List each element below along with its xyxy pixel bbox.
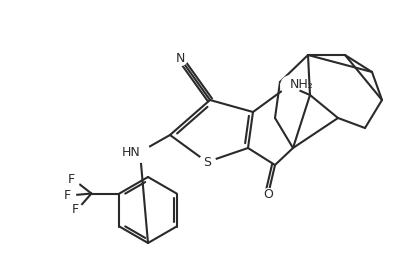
Text: F: F xyxy=(68,173,75,186)
Text: F: F xyxy=(64,189,71,202)
Text: HN: HN xyxy=(121,146,140,158)
Text: F: F xyxy=(72,203,79,216)
Text: NH₂: NH₂ xyxy=(290,79,314,91)
Text: O: O xyxy=(263,188,273,202)
Text: S: S xyxy=(203,155,211,169)
Text: N: N xyxy=(175,51,185,65)
